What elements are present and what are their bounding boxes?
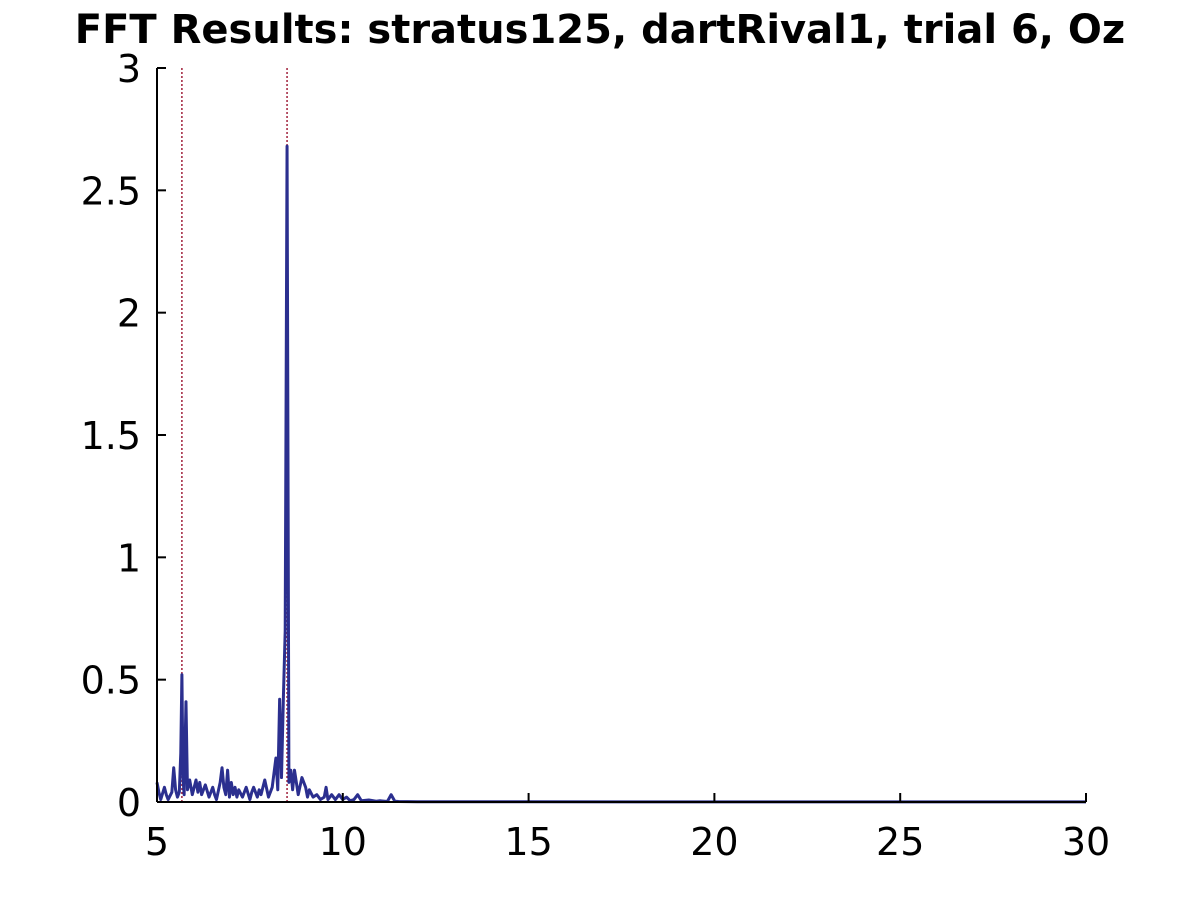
series-layer (155, 144, 1086, 804)
x-tick-label-0: 5 (145, 820, 169, 864)
y-tick-label-6: 3 (117, 47, 141, 91)
x-tick-label-5: 30 (1062, 820, 1110, 864)
y-tick-label-5: 2.5 (81, 169, 141, 213)
y-axis-ticks: 0 0.5 1 1.5 2 2.5 3 (81, 47, 166, 825)
reference-lines (181, 68, 288, 802)
y-tick-label-0: 0 (117, 781, 141, 825)
y-tick-label-1: 0.5 (81, 659, 141, 703)
x-tick-label-3: 20 (690, 820, 738, 864)
chart-title: FFT Results: stratus125, dartRival1, tri… (74, 7, 1126, 53)
x-tick-label-1: 10 (319, 820, 367, 864)
x-tick-label-4: 25 (876, 820, 924, 864)
axes (156, 68, 1086, 803)
y-tick-label-3: 1.5 (81, 414, 141, 458)
y-tick-label-2: 1 (117, 536, 141, 580)
x-axis-ticks: 5 10 15 20 25 30 (145, 793, 1110, 864)
y-tick-label-4: 2 (117, 292, 141, 336)
x-tick-label-2: 15 (504, 820, 552, 864)
series-line-0 (155, 144, 1086, 804)
